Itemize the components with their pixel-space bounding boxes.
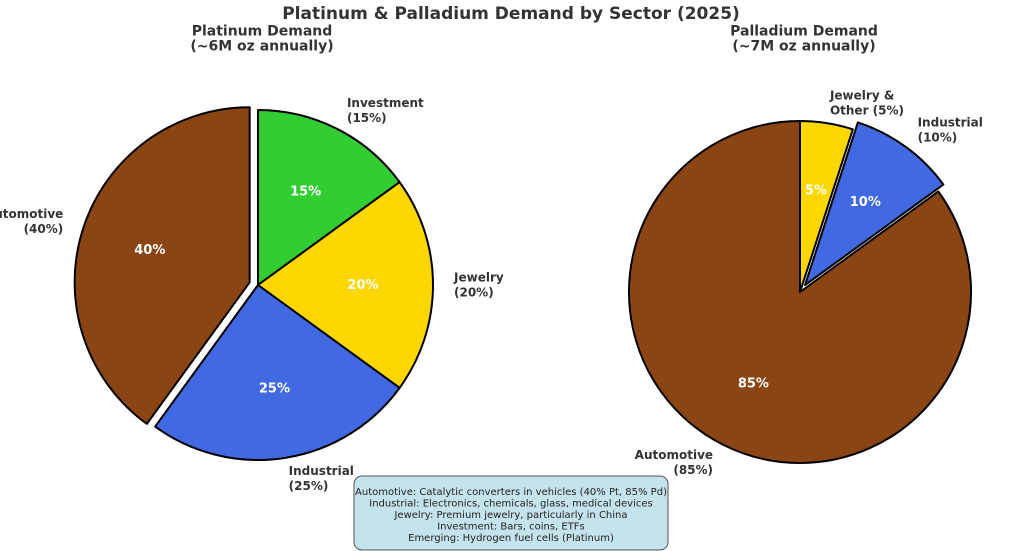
pie-title: Palladium Demand (~7M oz annually) <box>730 24 878 55</box>
slice-value-label: 40% <box>134 242 165 257</box>
note-line: Investment: Bars, coins, ETFs <box>437 522 585 533</box>
slice-value-label: 5% <box>805 183 827 198</box>
slice-category-label: Automotive (85%) <box>635 448 713 477</box>
pie-slice <box>257 181 434 389</box>
pie-title: Platinum Demand (~6M oz annually) <box>190 24 333 55</box>
pie-slice <box>628 120 972 464</box>
slice-category-label: Investment (15%) <box>347 95 424 124</box>
slice-category-label: Industrial (25%) <box>289 464 354 493</box>
pie-slice <box>257 109 401 286</box>
slice-category-label: Industrial (10%) <box>918 115 983 144</box>
slice-category-label: Automotive(40%) <box>0 207 63 236</box>
note-line: Jewelry: Premium jewelry, particularly i… <box>393 510 627 521</box>
slice-value-label: 10% <box>850 195 881 210</box>
pie-slice <box>804 121 945 287</box>
note-line: Automotive: Catalytic converters in vehi… <box>355 487 667 498</box>
slice-value-label: 20% <box>347 278 378 293</box>
pie-slice <box>154 284 401 461</box>
note-line: Industrial: Electronics, chemicals, glas… <box>369 499 652 510</box>
note-line: Emerging: Hydrogen fuel cells (Platinum) <box>408 533 614 544</box>
slice-value-label: 15% <box>290 184 321 199</box>
slice-value-label: 85% <box>738 376 769 391</box>
pie-slice <box>73 106 251 425</box>
figure-title: Platinum & Palladium Demand by Sector (2… <box>282 4 740 24</box>
note-box <box>353 475 669 551</box>
slice-category-label: Jewelry & Other (5%) <box>829 88 904 117</box>
slice-category-label: Jewelry (20%) <box>453 270 504 299</box>
slice-value-label: 25% <box>259 381 290 396</box>
